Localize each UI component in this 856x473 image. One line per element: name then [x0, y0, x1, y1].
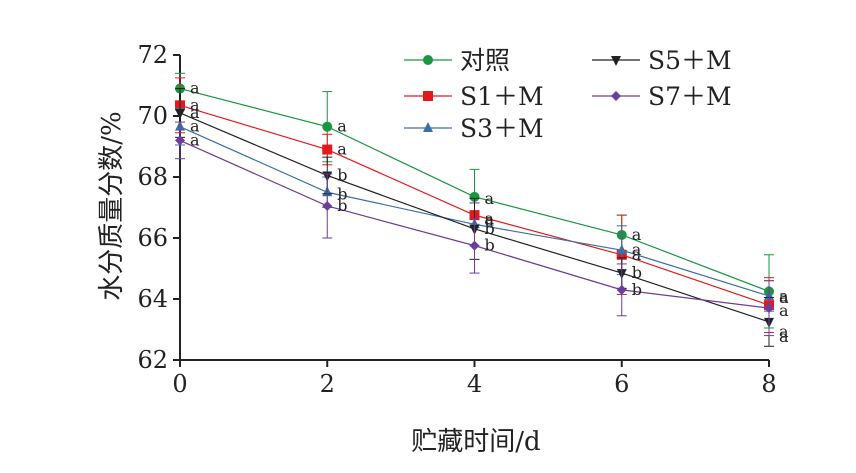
significance-label: a — [190, 117, 200, 136]
significance-label: a — [190, 95, 200, 114]
y-axis-title: 水分质量分数/% — [97, 111, 127, 300]
significance-label: a — [779, 286, 789, 305]
y-tick-label: 64 — [137, 285, 168, 313]
x-tick-label: 8 — [761, 370, 776, 398]
significance-label: b — [632, 263, 642, 282]
significance-label: b — [632, 280, 642, 299]
significance-label: a — [190, 103, 200, 122]
legend-item-5: S7＋M — [592, 82, 732, 111]
data-point — [469, 240, 480, 251]
significance-label: a — [190, 130, 200, 149]
legend-item-3: S3＋M — [404, 114, 544, 143]
legend-item-2: S1＋M — [404, 82, 544, 111]
significance-label: a — [337, 117, 347, 136]
significance-label: a — [632, 225, 642, 244]
legend-item-4: S5＋M — [592, 46, 732, 75]
legend-marker — [423, 91, 433, 101]
significance-label: b — [337, 165, 347, 184]
data-point — [616, 244, 627, 255]
legend-label: 对照 — [460, 46, 510, 75]
data-point — [469, 191, 480, 202]
x-tick-label: 0 — [172, 370, 187, 398]
legend: 对照 S1＋M S3＋M S5＋M S7＋M — [404, 46, 732, 143]
significance-label: b — [337, 184, 347, 203]
significance-label: a — [485, 189, 495, 208]
significance-label: a — [779, 327, 789, 346]
significance-label: a — [337, 140, 347, 159]
significance-label: a — [632, 240, 642, 259]
x-tick-label: 6 — [614, 370, 629, 398]
significance-label: a — [190, 79, 200, 98]
y-tick-label: 70 — [137, 102, 168, 130]
x-axis-title: 贮藏时间/d — [411, 427, 540, 457]
significance-label: b — [485, 236, 495, 255]
data-point — [175, 135, 185, 146]
x-tick-label: 4 — [467, 370, 482, 398]
y-tick-label: 72 — [137, 41, 168, 69]
legend-label: S3＋M — [460, 114, 544, 143]
legend-label: S7＋M — [648, 82, 732, 111]
data-point — [764, 303, 774, 314]
significance-label: a — [485, 210, 495, 229]
legend-item-1: 对照 — [404, 46, 510, 75]
y-tick-label: 68 — [137, 163, 168, 191]
legend-label: S5＋M — [648, 46, 732, 75]
data-point — [322, 144, 333, 155]
y-tick-label: 66 — [137, 224, 168, 252]
legend-marker — [611, 91, 621, 101]
data-point — [175, 108, 185, 119]
legend-label: S1＋M — [460, 82, 544, 111]
legend-marker — [611, 56, 621, 66]
significance-label: a — [779, 288, 789, 307]
data-point — [616, 284, 627, 295]
y-tick-label: 62 — [137, 346, 168, 374]
significance-label: b — [337, 196, 347, 215]
data-point — [322, 200, 333, 211]
data-point — [322, 121, 333, 132]
significance-label: a — [485, 209, 495, 228]
significance-label: a — [779, 301, 789, 320]
significance-label: b — [485, 219, 495, 238]
x-tick-label: 2 — [320, 370, 335, 398]
legend-marker — [423, 55, 433, 65]
significance-label: a — [779, 322, 789, 341]
legend-marker — [423, 122, 433, 132]
